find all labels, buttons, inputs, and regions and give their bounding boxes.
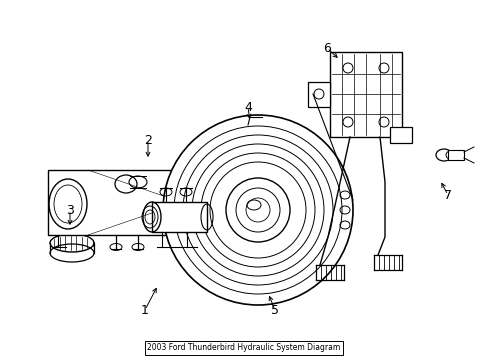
Text: 5: 5 — [270, 303, 279, 316]
Text: 4: 4 — [244, 100, 251, 113]
Text: 2: 2 — [144, 134, 152, 147]
Circle shape — [163, 115, 352, 305]
Bar — [447, 150, 463, 160]
Bar — [48, 170, 173, 235]
Text: 7: 7 — [443, 189, 451, 202]
Bar — [152, 202, 206, 232]
Text: 3: 3 — [66, 203, 74, 216]
Text: 2003 Ford Thunderbird Hydraulic System Diagram: 2003 Ford Thunderbird Hydraulic System D… — [147, 343, 340, 352]
Bar — [329, 52, 401, 137]
Text: 1: 1 — [141, 303, 149, 316]
Bar — [307, 82, 329, 107]
Bar — [389, 127, 411, 143]
Text: 6: 6 — [323, 41, 330, 54]
